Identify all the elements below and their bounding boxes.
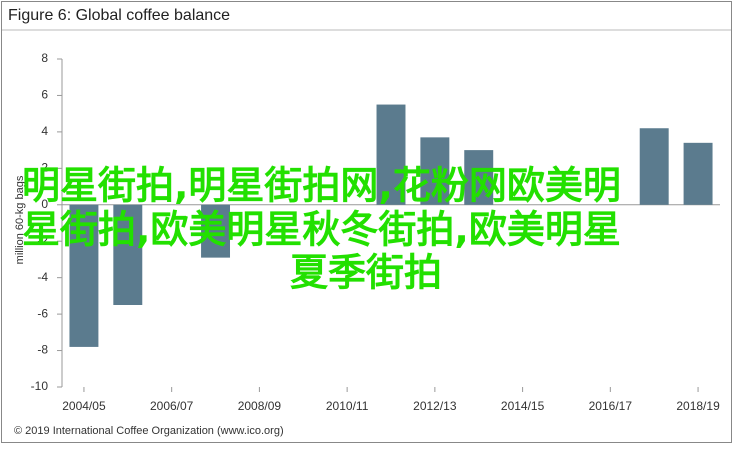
x-tick-label: 2012/13: [413, 399, 457, 413]
y-tick-label: 4: [41, 124, 48, 138]
bar: [464, 150, 494, 205]
bar: [201, 204, 231, 258]
y-tick-label: 0: [41, 197, 48, 211]
y-tick-label: -2: [37, 233, 48, 247]
bar: [420, 137, 450, 205]
x-tick-label: 2006/07: [150, 399, 194, 413]
x-tick-label: 2010/11: [326, 399, 369, 413]
y-tick-label: -6: [37, 306, 48, 320]
x-tick-label: 2016/17: [589, 399, 633, 413]
bar: [113, 204, 143, 305]
y-axis-label: million 60-kg bags: [14, 175, 26, 264]
x-tick-label: 2018/19: [676, 399, 720, 413]
y-tick-label: -8: [37, 343, 48, 357]
y-tick-label: 2: [41, 161, 48, 175]
y-tick-label: -10: [31, 379, 49, 393]
bar: [683, 142, 713, 205]
x-tick-label: 2004/05: [62, 399, 106, 413]
overlay-text: 明星街拍,明星街拍网,花粉网欧美明: [22, 164, 621, 208]
chart-title: Figure 6: Global coffee balance: [8, 7, 230, 24]
bar: [69, 204, 99, 347]
x-tick-label: 2014/15: [501, 399, 545, 413]
bar: [639, 128, 669, 205]
bar: [376, 104, 406, 205]
x-tick-label: 2008/09: [238, 399, 282, 413]
overlay-text: 星街拍,欧美明星秋冬街拍,欧美明星: [22, 208, 621, 252]
overlay-text: 夏季街拍: [290, 251, 442, 295]
y-tick-label: -4: [37, 270, 48, 284]
y-tick-label: 6: [41, 88, 48, 102]
source: © 2019 International Coffee Organization…: [14, 425, 284, 437]
y-tick-label: 8: [41, 51, 48, 65]
